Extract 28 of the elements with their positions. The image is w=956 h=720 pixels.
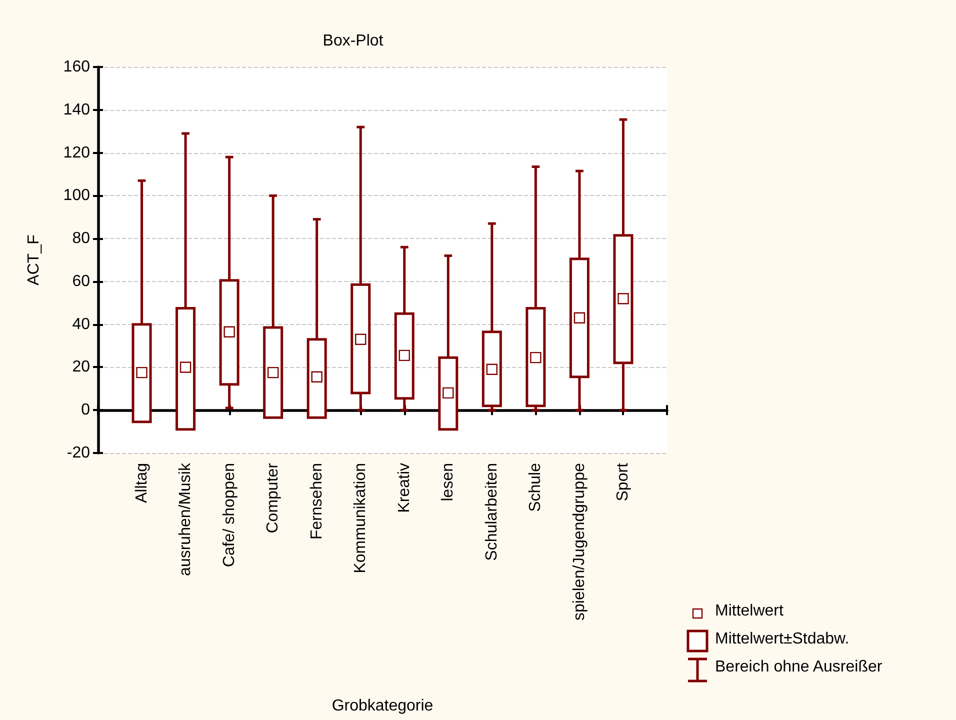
- x-tick-label: Computer: [264, 462, 282, 534]
- text: Bereich ohne Ausreißer: [715, 658, 883, 676]
- y-tick-label: 80: [72, 230, 90, 248]
- y-axis-title: ACT_F: [26, 234, 42, 286]
- y-tick-label: 60: [72, 272, 90, 290]
- x-tick-label: Kommunikation: [352, 463, 370, 574]
- x-tick-label: Cafe/ shoppen: [220, 463, 238, 568]
- x-tick-label: ausruhen/Musik: [177, 462, 194, 576]
- chart-title: Box-Plot: [322, 32, 384, 50]
- x-tick-label: Schularbeiten: [483, 463, 500, 561]
- text: Mittelwert±Stdabw.: [715, 630, 850, 648]
- y-tick-label: 120: [63, 144, 90, 162]
- y-tick-label: 160: [63, 58, 90, 76]
- y-tick-label: -20: [66, 444, 90, 462]
- y-tick-label: 40: [72, 316, 90, 333]
- x-tick-label: Kreativ: [396, 463, 413, 513]
- text: Mittelwert: [715, 602, 784, 620]
- y-tick-label: 20: [72, 358, 90, 376]
- y-tick-label: 140: [63, 101, 90, 118]
- x-tick-label: lesen: [440, 463, 457, 502]
- x-tick-label: Sport: [614, 462, 632, 502]
- x-tick-label: Fernsehen: [308, 463, 326, 540]
- x-axis-title: Grobkategorie: [332, 698, 434, 714]
- x-tick-label: Alltag: [133, 463, 150, 504]
- y-tick-label: 100: [63, 187, 90, 204]
- x-tick-label: Schule: [527, 462, 544, 512]
- x-tick-label: spielen/Jugendgruppe: [570, 462, 588, 620]
- y-tick-label: 0: [81, 402, 90, 419]
